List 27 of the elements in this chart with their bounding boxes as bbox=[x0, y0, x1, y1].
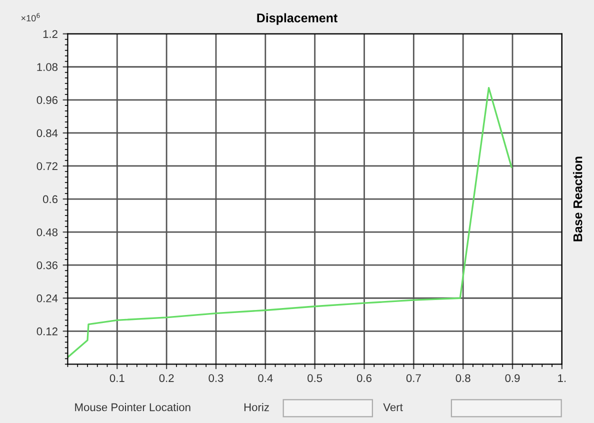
x-tick-label: 0.1 bbox=[110, 374, 124, 382]
x-tick-label: 0.5 bbox=[308, 374, 322, 382]
y-tick-label: 0.72 bbox=[36, 162, 58, 170]
y-tick-label: 0.48 bbox=[36, 228, 58, 236]
x-tick-label: 0.6 bbox=[356, 374, 372, 382]
y-tick-label: 1.08 bbox=[37, 63, 58, 72]
y-tick-label: 0.96 bbox=[36, 96, 58, 104]
x-tick-label: 0.7 bbox=[406, 374, 421, 382]
text: ×10$^{6}$ bbox=[21, 13, 40, 22]
text: Vert bbox=[383, 403, 403, 412]
y-tick-label: 0.24 bbox=[36, 294, 58, 302]
text: Horiz bbox=[244, 403, 269, 412]
y-tick-label: 0.12 bbox=[36, 327, 58, 336]
x-tick-label: 0.3 bbox=[208, 374, 224, 382]
x-tick-label: 0.2 bbox=[159, 374, 174, 382]
y-tick-label: 0.36 bbox=[36, 261, 58, 270]
x-tick-label: 1. bbox=[558, 374, 566, 382]
y-axis-title: Base Reaction bbox=[573, 156, 582, 242]
x-tick-label: 0.9 bbox=[505, 374, 520, 382]
text: Mouse Pointer Location bbox=[75, 403, 190, 412]
x-tick-label: 0.8 bbox=[456, 374, 470, 382]
y-tick-label: 1.2 bbox=[43, 30, 58, 38]
chart-title: Displacement bbox=[257, 13, 338, 25]
line-series bbox=[68, 86, 512, 358]
x-tick-label: 0.4 bbox=[258, 374, 273, 382]
y-tick-label: 0.84 bbox=[36, 129, 58, 138]
y-tick-label: 0.6 bbox=[42, 195, 58, 204]
